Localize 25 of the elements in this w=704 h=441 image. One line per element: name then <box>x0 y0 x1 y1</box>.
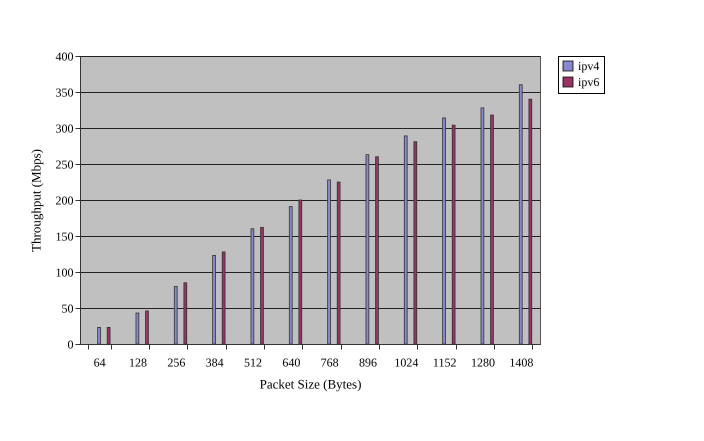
x-tick-label: 384 <box>206 356 224 370</box>
x-tick-label: 512 <box>244 356 262 370</box>
y-tick-label: 150 <box>56 230 74 244</box>
y-tick-label: 100 <box>56 266 74 280</box>
x-tick-label: 1152 <box>432 356 456 370</box>
x-tick-label: 640 <box>282 356 300 370</box>
y-axis-title: Throughput (Mbps) <box>28 149 44 252</box>
y-tick-label: 200 <box>56 194 74 208</box>
legend-label: ipv4 <box>578 59 600 73</box>
x-tick-label: 1280 <box>471 356 495 370</box>
y-tick-label: 350 <box>56 86 74 100</box>
x-tick-label: 1024 <box>394 356 418 370</box>
legend-label: ipv6 <box>578 75 600 89</box>
x-tick-label: 256 <box>167 356 186 370</box>
y-tick-label: 400 <box>56 50 74 64</box>
x-tick-label: 64 <box>94 356 106 370</box>
y-tick-label: 0 <box>68 338 74 352</box>
x-tick-label: 896 <box>359 356 377 370</box>
y-tick-label: 300 <box>56 122 74 136</box>
y-tick-label: 250 <box>56 158 74 172</box>
x-axis-title: Packet Size (Bytes) <box>260 376 362 392</box>
x-tick-label: 768 <box>320 356 339 370</box>
y-tick-label: 50 <box>62 302 74 316</box>
x-tick-label: 128 <box>129 356 147 370</box>
x-tick-label: 1408 <box>509 356 534 370</box>
